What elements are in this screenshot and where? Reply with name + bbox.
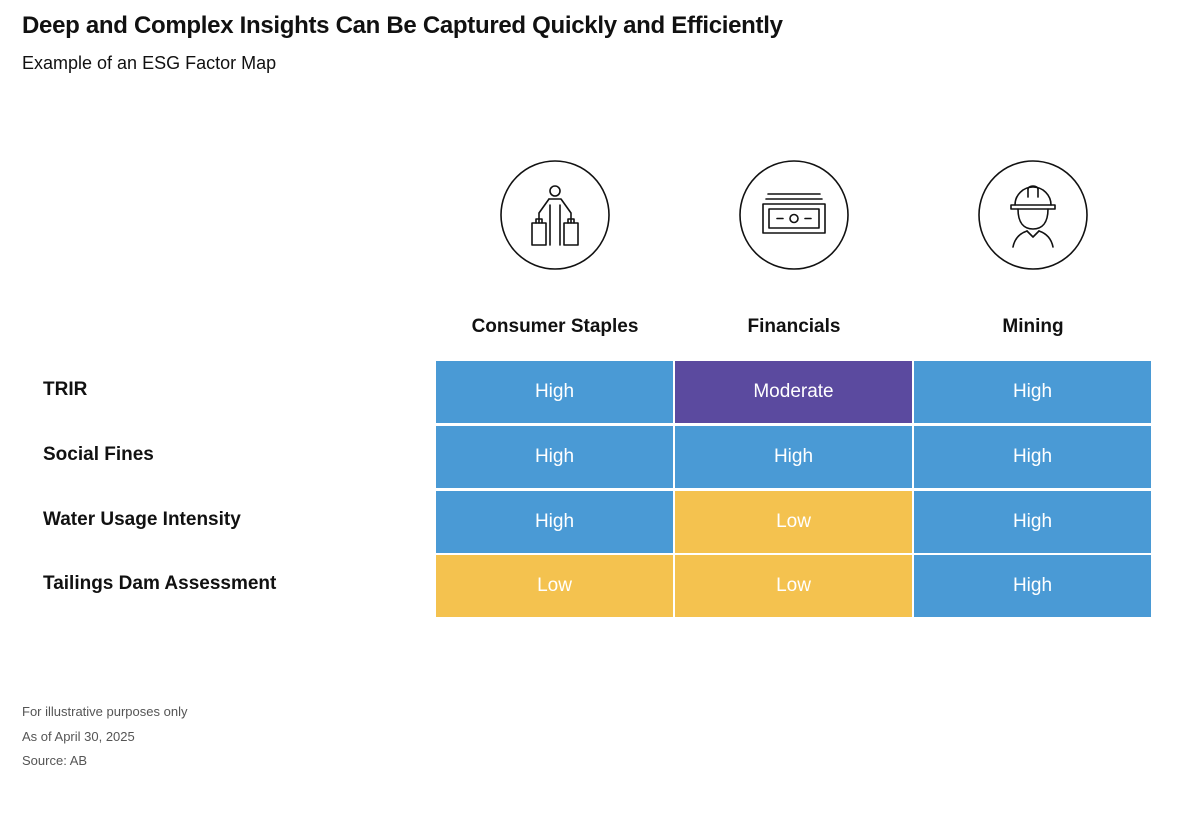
heatmap-cell: High: [436, 491, 673, 553]
column-header-consumer-staples: Consumer Staples: [471, 316, 639, 337]
note-as-of: As of April 30, 2025: [22, 729, 135, 744]
heatmap-cell: High: [914, 361, 1151, 423]
chart-title: Deep and Complex Insights Can Be Capture…: [22, 12, 783, 39]
heatmap-cell: Low: [675, 491, 912, 553]
row-label-social-fines: Social Fines: [43, 444, 154, 465]
heatmap-cell: High: [436, 426, 673, 488]
heatmap-cell: High: [675, 426, 912, 488]
chart-subtitle: Example of an ESG Factor Map: [22, 53, 277, 73]
row-label-water-usage-intensity: Water Usage Intensity: [43, 509, 241, 530]
heatmap-cell: High: [914, 491, 1151, 553]
column-header-mining: Mining: [1002, 316, 1064, 337]
note-source: Source: AB: [22, 753, 88, 768]
heatmap-cell: High: [914, 426, 1151, 488]
shopper-icon: [499, 159, 611, 271]
heatmap-cell: Low: [436, 555, 673, 617]
miner-helmet-icon: [977, 159, 1089, 271]
row-label-trir: TRIR: [43, 379, 88, 400]
heatmap-cell: Low: [675, 555, 912, 617]
heatmap-cell: Moderate: [675, 361, 912, 423]
banknote-icon: [738, 159, 850, 271]
note-illustrative: For illustrative purposes only: [22, 704, 188, 719]
heatmap-cell: High: [914, 555, 1151, 617]
column-header-financials: Financials: [747, 316, 841, 337]
row-label-tailings-dam-assessment: Tailings Dam Assessment: [43, 573, 277, 594]
heatmap-cell: High: [436, 361, 673, 423]
